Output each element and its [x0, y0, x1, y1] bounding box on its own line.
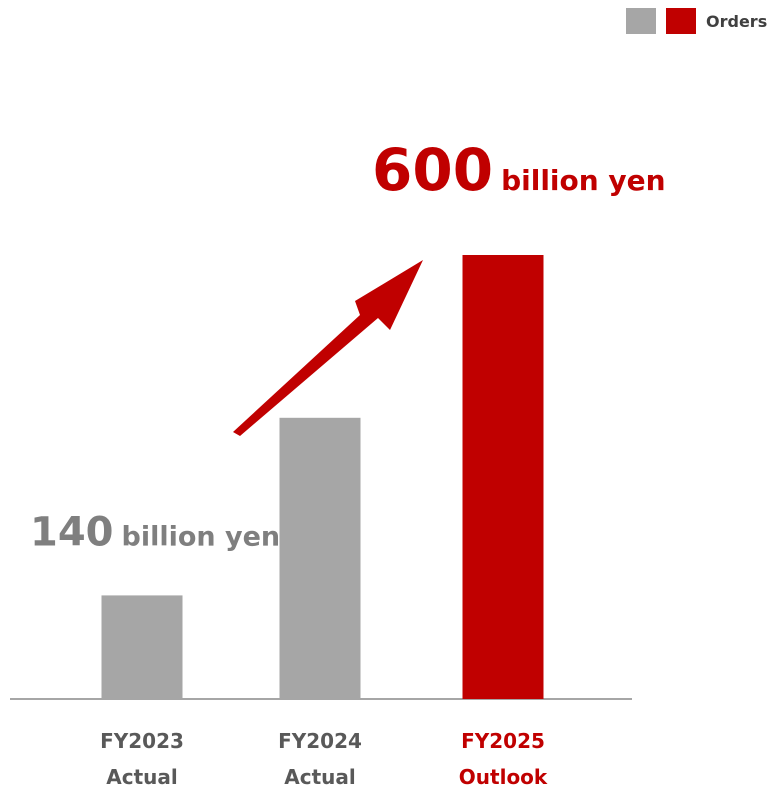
growth-arrow	[233, 260, 423, 436]
legend-swatch	[626, 8, 656, 34]
x-tick-label: FY2024	[278, 729, 362, 753]
value-unit: billion yen	[122, 521, 281, 552]
value-number: 600	[372, 136, 493, 204]
bar	[279, 417, 361, 699]
x-tick-sublabel: Outlook	[459, 765, 548, 789]
x-tick-label: FY2025	[461, 729, 545, 753]
bar	[101, 595, 183, 699]
legend-label: Orders	[706, 12, 767, 31]
value-number: 140	[30, 509, 114, 555]
x-tick-sublabel: Actual	[106, 765, 177, 789]
x-tick-label: FY2023	[100, 729, 184, 753]
bar	[462, 255, 544, 699]
value-unit: billion yen	[501, 164, 666, 197]
legend-swatch	[666, 8, 696, 34]
value-label: 140 billion yen	[30, 509, 280, 555]
value-label: 600 billion yen	[372, 136, 666, 204]
x-tick-sublabel: Actual	[284, 765, 355, 789]
